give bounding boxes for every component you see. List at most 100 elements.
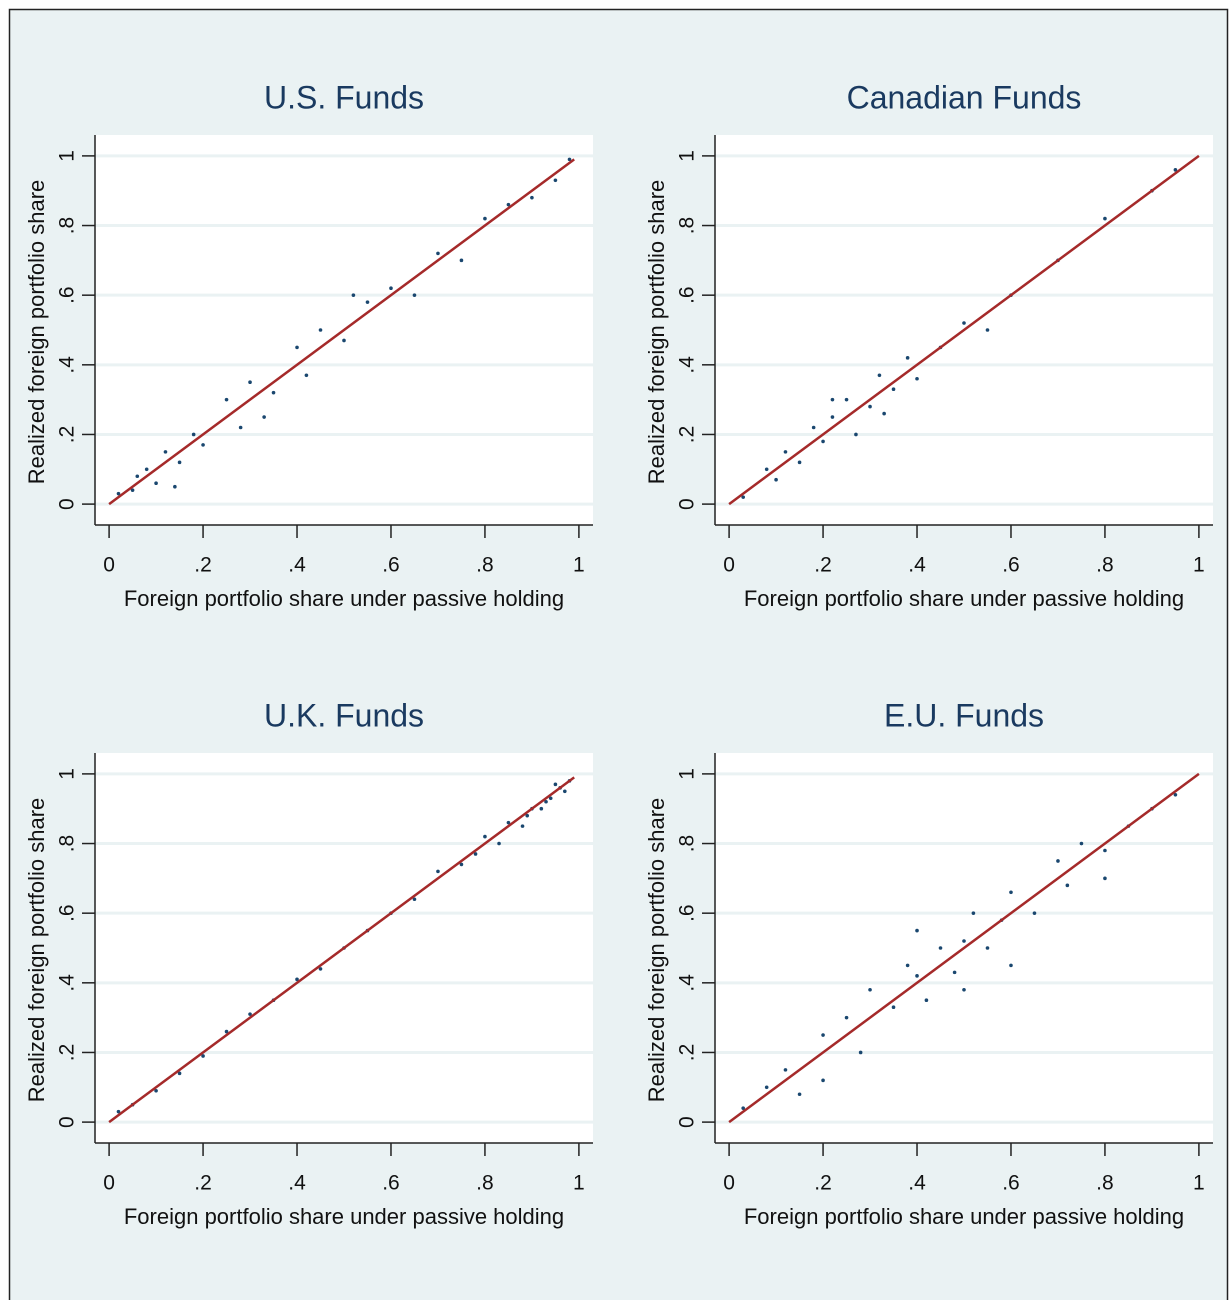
x-tick-label: .8 <box>476 1172 494 1195</box>
scatter-point <box>797 460 802 465</box>
scatter-point <box>1103 848 1107 853</box>
scatter-point <box>854 432 858 437</box>
scatter-point <box>389 286 393 291</box>
scatter-point <box>567 157 572 162</box>
scatter-point <box>506 820 511 825</box>
scatter-point <box>135 474 140 479</box>
y-tick-label: .6 <box>676 904 699 922</box>
scatter-point <box>891 1005 896 1009</box>
scatter-point <box>271 390 276 395</box>
scatter-point <box>530 195 534 200</box>
x-tick-label: .2 <box>194 554 212 577</box>
scatter-point <box>459 258 464 263</box>
scatter-point <box>905 963 910 968</box>
x-axis-label: Foreign portfolio share under passive ho… <box>124 1204 564 1229</box>
scatter-point <box>563 789 567 794</box>
x-tick-label: 0 <box>103 1172 115 1195</box>
scatter-point <box>201 443 205 447</box>
y-tick-label: .4 <box>56 974 79 992</box>
y-tick-label: .2 <box>56 1044 79 1062</box>
y-tick-label: .2 <box>676 1044 699 1062</box>
scatter-point <box>962 987 966 992</box>
scatter-point <box>821 1033 825 1037</box>
scatter-point <box>868 987 872 992</box>
scatter-point <box>436 251 440 256</box>
scatter-point <box>295 977 299 982</box>
scatter-point <box>224 1029 229 1034</box>
y-tick-label: 0 <box>676 1116 699 1128</box>
y-tick-label: .2 <box>56 426 79 444</box>
scatter-point <box>483 834 487 839</box>
y-axis-label: Realized foreign portfolio share <box>644 180 669 485</box>
fit-line <box>108 158 575 506</box>
y-tick-label: 0 <box>56 498 79 510</box>
scatter-point <box>811 425 816 430</box>
x-tick-label: .6 <box>382 554 400 577</box>
fit-line <box>728 154 1200 506</box>
x-tick-label: .8 <box>1096 554 1114 577</box>
scatter-point <box>858 1050 863 1055</box>
scatter-point <box>882 411 886 416</box>
y-tick-label: 1 <box>56 150 79 162</box>
scatter-point <box>224 397 229 402</box>
scatter-point <box>1103 876 1107 881</box>
x-tick-label: .6 <box>1002 1172 1020 1195</box>
scatter-point <box>497 841 501 846</box>
scatter-point <box>318 328 323 332</box>
scatter-point <box>248 380 252 385</box>
scatter-point <box>553 782 558 787</box>
x-tick-label: .4 <box>288 554 306 577</box>
scatter-point <box>525 813 530 818</box>
y-axis-label: Realized foreign portfolio share <box>24 798 49 1103</box>
x-tick-label: .8 <box>1096 1172 1114 1195</box>
x-tick-label: 0 <box>723 1172 735 1195</box>
x-tick-label: 1 <box>1193 554 1205 577</box>
x-tick-label: .4 <box>908 1172 926 1195</box>
scatter-point <box>116 491 121 496</box>
scatter-point <box>436 869 440 874</box>
scatter-point <box>238 425 243 430</box>
scatter-point <box>520 824 525 828</box>
scatter-point <box>1103 216 1107 221</box>
scatter-point <box>844 1015 849 1020</box>
scatter-point <box>304 373 309 378</box>
scatter-point <box>154 481 158 486</box>
x-tick-label: .6 <box>382 1172 400 1195</box>
y-tick-label: .6 <box>676 286 699 304</box>
y-axis-label: Realized foreign portfolio share <box>24 180 49 485</box>
scatter-point <box>821 1078 825 1083</box>
x-axis-label: Foreign portfolio share under passive ho… <box>744 1204 1184 1229</box>
x-tick-label: 1 <box>573 1172 585 1195</box>
scatter-point <box>821 439 825 444</box>
y-tick-label: .2 <box>676 426 699 444</box>
scatter-point <box>952 970 957 975</box>
y-tick-label: .8 <box>676 217 699 235</box>
y-tick-label: 0 <box>56 1116 79 1128</box>
scatter-point <box>985 328 990 332</box>
panel-title: Canadian Funds <box>847 79 1082 115</box>
y-tick-label: 1 <box>676 768 699 780</box>
y-tick-label: .8 <box>676 835 699 853</box>
scatter-point <box>938 946 943 950</box>
scatter-point <box>177 460 182 465</box>
x-axis-label: Foreign portfolio share under passive ho… <box>124 586 564 611</box>
scatter-point <box>774 477 778 482</box>
fit-line <box>108 776 575 1124</box>
scatter-point <box>163 450 168 454</box>
y-tick-label: .4 <box>676 356 699 374</box>
scatter-point <box>173 484 177 489</box>
scatter-point <box>201 1054 205 1058</box>
scatter-point <box>365 300 370 304</box>
scatter-point <box>924 998 929 1003</box>
scatter-point <box>1056 859 1060 863</box>
y-tick-label: .8 <box>56 835 79 853</box>
scatter-point <box>985 946 990 950</box>
scatter-point <box>764 467 769 472</box>
scatter-point <box>868 404 872 409</box>
y-tick-label: .4 <box>676 974 699 992</box>
x-tick-label: .6 <box>1002 554 1020 577</box>
panel: U.K. Funds 0 .2 .4 .6 .8 1 0 .2 .4 .6 .8 1 Foreign po… <box>24 697 593 1229</box>
fit-line <box>728 772 1200 1124</box>
scatter-point <box>962 939 966 943</box>
